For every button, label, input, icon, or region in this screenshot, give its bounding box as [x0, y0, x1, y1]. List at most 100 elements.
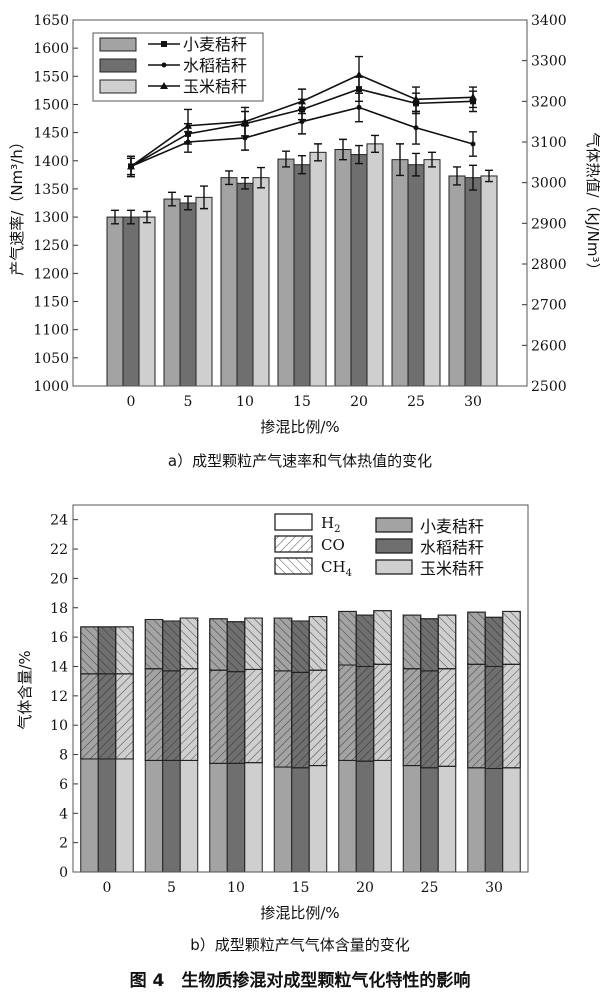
circle-marker [299, 119, 305, 125]
plot-frame [72, 19, 528, 387]
co-segment-hatch [144, 668, 164, 761]
circle-marker [413, 125, 419, 131]
ch4-segment-hatch [467, 611, 486, 665]
x-tick-label: 15 [292, 880, 310, 896]
y-tick-label: 1300 [33, 210, 69, 226]
y-tick-label: 8 [59, 748, 68, 764]
h2-segment [502, 767, 521, 873]
error-bar [469, 164, 477, 191]
legend-swatch [99, 58, 137, 73]
bar [480, 175, 498, 387]
y2-tick-label: 2800 [531, 257, 567, 273]
x-tick-label: 20 [350, 394, 368, 410]
co-segment-hatch [484, 665, 504, 770]
legend-label: 小麦秸秆 [183, 35, 247, 54]
legend-label: CO [321, 536, 345, 554]
triangle-marker [184, 121, 192, 129]
legend-swatch [375, 517, 413, 533]
x-tick-label: 30 [485, 880, 503, 896]
h2-segment [97, 758, 117, 873]
y-tick-label: 1650 [33, 13, 69, 29]
y-tick-label: 1100 [33, 323, 69, 339]
co-segment-hatch [437, 668, 457, 767]
error-bar [314, 143, 322, 162]
y-tick-label: 4 [59, 806, 68, 822]
ch4-segment-hatch [502, 610, 521, 665]
legend-label: 玉米秸秆 [183, 77, 247, 96]
bar [252, 177, 270, 387]
y-tick-label: 1050 [33, 351, 69, 367]
x-tick-label: 5 [184, 394, 193, 410]
ch4-segment-hatch [162, 620, 181, 672]
chart-a: 1000105011001150120012501300135014001450… [33, 13, 566, 410]
error-bar [143, 210, 151, 224]
co-segment-hatch [402, 668, 422, 767]
co-segment-hatch [467, 663, 486, 769]
chart-a-ylabel: 产气速率/（Nm³/h） [8, 134, 26, 275]
bar [423, 159, 441, 387]
co-segment-hatch [502, 663, 521, 769]
chart-a-y2label: 气体热值/（kJ/Nm³） [584, 132, 600, 277]
co-segment-hatch [162, 670, 181, 761]
y-tick-label: 2 [59, 836, 68, 852]
x-tick-label: 0 [127, 394, 136, 410]
co-segment-hatch [179, 668, 199, 761]
triangle-marker [127, 162, 135, 170]
ch4-segment-hatch [355, 614, 375, 667]
ch4-segment-hatch [209, 618, 228, 671]
legend-label: 水稻秸秆 [420, 538, 484, 557]
bar [448, 175, 466, 387]
bar [309, 151, 327, 387]
h2-segment [467, 767, 486, 873]
h2-segment [209, 762, 228, 873]
h2-segment [179, 759, 199, 873]
ch4-segment-hatch [80, 626, 99, 675]
ch4-segment-hatch [115, 626, 134, 675]
bar [464, 177, 482, 387]
ch4-segment-hatch [244, 617, 263, 670]
error-bar [371, 134, 379, 154]
y-tick-label: 6 [59, 777, 68, 793]
h2-segment [484, 768, 504, 873]
y-tick-label: 22 [50, 542, 68, 558]
chart-b-title: b）成型颗粒产气气体含量的变化 [190, 936, 410, 954]
bar [293, 164, 311, 387]
circle-marker [470, 141, 476, 147]
legend-label: H2 [321, 514, 340, 535]
error-bar [168, 191, 176, 207]
plot-frame [72, 504, 529, 873]
bar [366, 143, 384, 387]
x-tick-label: 10 [236, 394, 254, 410]
error-bar [257, 166, 265, 189]
chart-b-ylabel: 气体含量/% [16, 650, 34, 729]
ch4-segment-hatch [402, 614, 422, 670]
ch4-segment-hatch [420, 618, 439, 672]
y2-tick-label: 3000 [531, 176, 567, 192]
y-tick-label: 18 [50, 601, 68, 617]
co-segment-hatch [373, 663, 392, 761]
ch4-segment-hatch [273, 617, 293, 672]
ch4-segment-hatch [291, 620, 310, 673]
triangle-marker [412, 95, 420, 103]
triangle-marker [298, 97, 306, 105]
h2-segment [373, 759, 392, 873]
co-segment-hatch [244, 668, 263, 764]
h2-segment [226, 762, 246, 873]
co-segment-hatch [115, 673, 134, 760]
x-tick-label: 25 [421, 880, 439, 896]
co-segment-hatch [209, 669, 228, 764]
y-tick-label: 1500 [33, 97, 69, 113]
error-bar [298, 155, 306, 175]
circle-marker [242, 135, 248, 141]
legend-swatch [274, 513, 313, 531]
y2-tick-label: 3400 [531, 13, 567, 29]
co-segment-hatch [355, 665, 375, 762]
error-bar [396, 143, 404, 177]
bar [106, 216, 124, 387]
y-tick-label: 1000 [33, 379, 69, 395]
y-tick-label: 20 [50, 571, 68, 587]
y-tick-label: 1450 [33, 126, 69, 142]
ch4-segment-hatch [373, 610, 392, 665]
